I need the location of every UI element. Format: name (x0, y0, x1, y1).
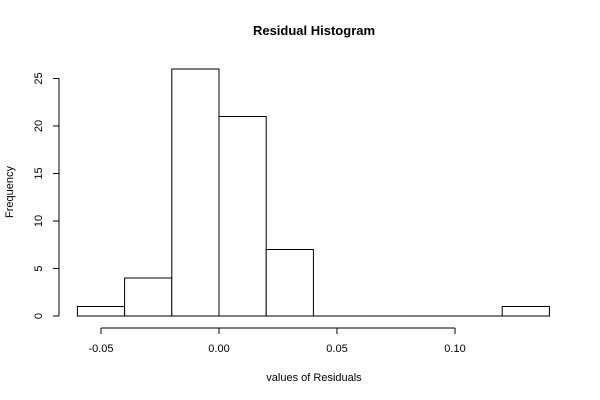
y-tick-label: 10 (33, 215, 45, 227)
y-axis: 0 5 10 15 20 25 (33, 72, 60, 319)
y-tick-label: 5 (33, 265, 45, 271)
histogram-bar (124, 277, 173, 317)
histogram-bar (218, 116, 267, 317)
histogram-bar (76, 306, 126, 317)
histogram-bar (171, 68, 220, 317)
y-tick-label: 15 (33, 167, 45, 179)
x-tick-label: 0.00 (208, 343, 229, 355)
x-tick-label: 0.10 (444, 343, 465, 355)
y-tick-label: 25 (33, 72, 45, 84)
y-tick-label: 20 (33, 120, 45, 132)
chart-title: Residual Histogram (253, 23, 375, 38)
x-tick-label: -0.05 (88, 343, 113, 355)
y-tick-label: 0 (33, 313, 45, 319)
y-axis-label: Frequency (4, 166, 16, 218)
x-axis: -0.05 0.00 0.05 0.10 (88, 327, 466, 355)
histogram-bar (265, 249, 314, 317)
x-axis-label: values of Residuals (266, 372, 362, 384)
histogram-bars (76, 68, 550, 317)
x-tick-label: 0.05 (326, 343, 347, 355)
histogram-bar (501, 306, 550, 317)
